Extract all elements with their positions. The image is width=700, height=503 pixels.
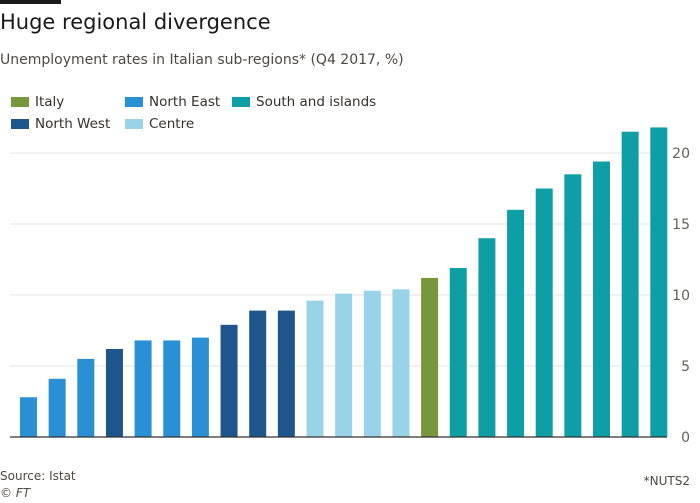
bar (507, 209, 525, 437)
legend-item-north-west: North West (11, 116, 110, 132)
source-note: Source: Istat (0, 469, 76, 483)
legend-swatch-south-and-islands (232, 97, 250, 107)
bar (421, 277, 439, 437)
legend-item-centre: Centre (125, 116, 194, 132)
legend-label-south-and-islands: South and islands (256, 94, 377, 110)
legend-label-centre: Centre (149, 116, 195, 132)
legend-item-north-east: North East (125, 94, 220, 110)
bar (478, 238, 496, 437)
y-tick-label: 5 (681, 359, 690, 375)
bar (105, 348, 123, 437)
bar (392, 289, 410, 437)
title-rule (0, 0, 61, 4)
chart-title: Huge regional divergence (0, 10, 271, 34)
legend-item-south-and-islands: South and islands (232, 94, 376, 110)
bar (77, 358, 95, 437)
legend-swatch-north-east (125, 97, 143, 107)
legend-label-north-west: North West (35, 116, 111, 132)
legend-item-italy: Italy (11, 94, 64, 110)
bar (134, 340, 152, 437)
bar (191, 337, 209, 437)
legend-label-north-east: North East (149, 94, 221, 110)
footnote: *NUTS2 (643, 474, 690, 488)
bar (48, 378, 66, 437)
y-tick-label: 0 (681, 430, 690, 446)
y-tick-label: 20 (672, 146, 690, 162)
bar (306, 300, 324, 437)
bar (249, 310, 267, 437)
y-tick-label: 15 (672, 217, 690, 233)
y-tick-label: 10 (672, 288, 690, 304)
bar (277, 310, 295, 437)
legend-swatch-north-west (11, 119, 29, 129)
bar (220, 324, 238, 437)
legend-label-italy: Italy (35, 94, 65, 110)
bar (593, 161, 610, 437)
legend: Italy North East South and islands North… (0, 0, 700, 140)
bar (163, 340, 181, 437)
copyright-note: © FT (0, 486, 31, 500)
bar (650, 127, 668, 437)
bar (363, 290, 381, 437)
chart-subtitle: Unemployment rates in Italian sub-region… (0, 52, 404, 68)
bar (20, 397, 37, 437)
legend-swatch-centre (125, 119, 143, 129)
bar (621, 131, 639, 437)
bar (564, 174, 582, 438)
bar (335, 293, 353, 437)
legend-swatch-italy (11, 97, 29, 107)
bar (535, 188, 553, 437)
bar (449, 268, 467, 437)
